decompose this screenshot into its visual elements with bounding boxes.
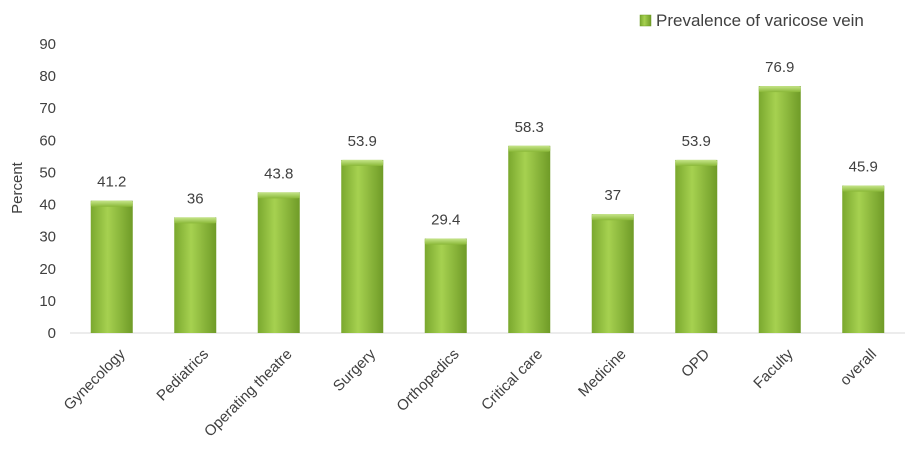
- bar: [174, 217, 217, 333]
- bar-top: [90, 200, 133, 207]
- bar-top: [758, 86, 801, 93]
- data-label: 29.4: [431, 212, 460, 229]
- bar: [257, 192, 300, 333]
- legend-label: Prevalence of varicose vein: [656, 11, 864, 30]
- bar-body: [174, 217, 217, 333]
- bar-body: [90, 200, 133, 333]
- legend-swatch: [639, 14, 652, 27]
- data-labels-group: 41.2 36 43.8 53.9 29.4 58.3 37 53.9 76.9 45.9: [97, 59, 878, 229]
- x-tick-label: overall: [837, 346, 880, 389]
- legend: Prevalence of varicose vein: [639, 11, 864, 30]
- bar-top: [257, 192, 300, 199]
- y-axis-ticks: 0 10 20 30 40 50 60 70 80 90: [39, 36, 56, 342]
- bars-group: [90, 86, 885, 333]
- bar-body: [758, 86, 801, 333]
- bar-top: [174, 217, 217, 224]
- x-tick-label: Critical care: [478, 346, 546, 414]
- bar: [90, 200, 133, 333]
- bar: [675, 159, 718, 333]
- bar-top: [341, 159, 384, 166]
- bar-body: [675, 159, 718, 333]
- bar-body: [424, 238, 467, 333]
- y-axis-title: Percent: [9, 161, 26, 214]
- y-tick-label: 0: [48, 325, 56, 342]
- x-tick-label: Gynecology: [61, 345, 129, 413]
- data-label: 36: [187, 190, 204, 207]
- x-tick-label: Medicine: [575, 346, 629, 400]
- bar-body: [341, 159, 384, 333]
- bar-top: [842, 185, 885, 192]
- bar: [508, 145, 551, 333]
- bar-top: [508, 145, 551, 152]
- bar: [424, 238, 467, 333]
- data-label: 41.2: [97, 174, 126, 191]
- data-label: 45.9: [849, 159, 878, 176]
- bar-body: [591, 214, 634, 333]
- y-tick-label: 30: [39, 229, 56, 246]
- data-label: 53.9: [348, 133, 377, 150]
- x-tick-label: Operating theatre: [201, 346, 296, 441]
- x-tick-label: Surgery: [330, 345, 380, 395]
- y-tick-label: 50: [39, 164, 56, 181]
- bar-top: [424, 238, 467, 245]
- data-label: 43.8: [264, 165, 293, 182]
- y-tick-label: 80: [39, 68, 56, 85]
- y-tick-label: 90: [39, 36, 56, 53]
- data-label: 37: [604, 187, 621, 204]
- bar-top: [591, 214, 634, 221]
- bar-body: [508, 145, 551, 333]
- bar: [341, 159, 384, 333]
- bar-body: [842, 185, 885, 333]
- data-label: 58.3: [515, 119, 544, 136]
- x-tick-label: OPD: [678, 346, 713, 381]
- x-tick-label: Orthopedics: [393, 346, 462, 415]
- y-tick-label: 20: [39, 261, 56, 278]
- bar-body: [257, 192, 300, 333]
- y-tick-label: 40: [39, 197, 56, 214]
- y-tick-label: 70: [39, 100, 56, 117]
- y-tick-label: 60: [39, 132, 56, 149]
- y-tick-label: 10: [39, 293, 56, 310]
- bar: [591, 214, 634, 333]
- bar: [842, 185, 885, 333]
- bar-top: [675, 159, 718, 166]
- bar: [758, 86, 801, 333]
- data-label: 76.9: [765, 59, 794, 76]
- x-tick-label: Pediatrics: [153, 346, 212, 405]
- x-tick-label: Faculty: [750, 345, 797, 392]
- data-label: 53.9: [682, 133, 711, 150]
